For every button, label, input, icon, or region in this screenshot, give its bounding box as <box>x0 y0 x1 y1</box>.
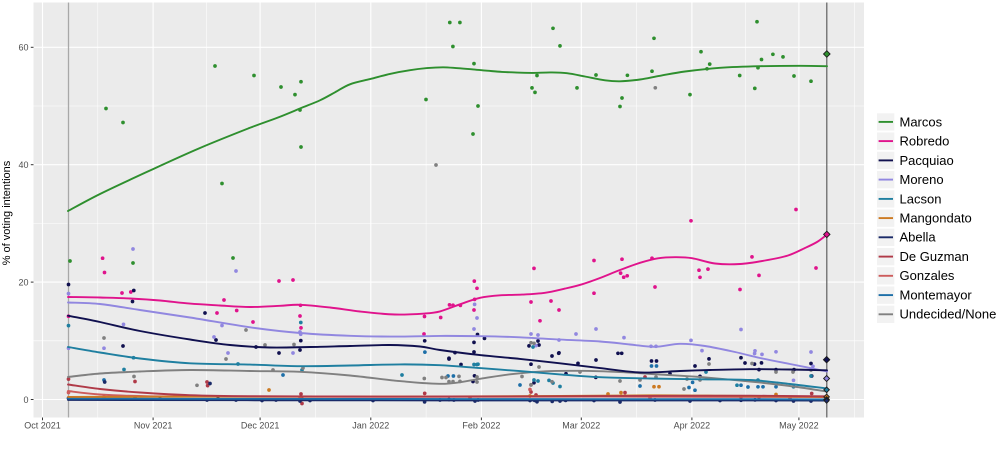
svg-text:% of voting intentions: % of voting intentions <box>1 160 13 265</box>
svg-text:Abella: Abella <box>900 230 937 245</box>
svg-text:Robredo: Robredo <box>900 134 950 149</box>
svg-text:Mangondato: Mangondato <box>900 211 972 226</box>
svg-text:Undecided/None: Undecided/None <box>900 307 997 322</box>
svg-text:Feb 2022: Feb 2022 <box>462 421 500 431</box>
svg-text:De Guzman: De Guzman <box>900 249 969 264</box>
svg-text:Nov 2021: Nov 2021 <box>134 421 173 431</box>
svg-text:60: 60 <box>18 43 28 53</box>
svg-text:Oct 2021: Oct 2021 <box>24 421 61 431</box>
svg-text:Moreno: Moreno <box>900 172 944 187</box>
svg-text:Lacson: Lacson <box>900 191 942 206</box>
svg-text:Gonzales: Gonzales <box>900 268 955 283</box>
svg-text:Dec 2021: Dec 2021 <box>241 421 280 431</box>
svg-text:20: 20 <box>18 277 28 287</box>
svg-text:Apr 2022: Apr 2022 <box>674 421 711 431</box>
svg-text:May 2022: May 2022 <box>779 421 819 431</box>
svg-text:40: 40 <box>18 160 28 170</box>
svg-text:Marcos: Marcos <box>900 114 943 129</box>
svg-text:Pacquiao: Pacquiao <box>900 153 954 168</box>
svg-text:Montemayor: Montemayor <box>900 288 973 303</box>
svg-text:0: 0 <box>23 395 28 405</box>
svg-text:Mar 2022: Mar 2022 <box>562 421 600 431</box>
svg-text:Jan 2022: Jan 2022 <box>352 421 389 431</box>
